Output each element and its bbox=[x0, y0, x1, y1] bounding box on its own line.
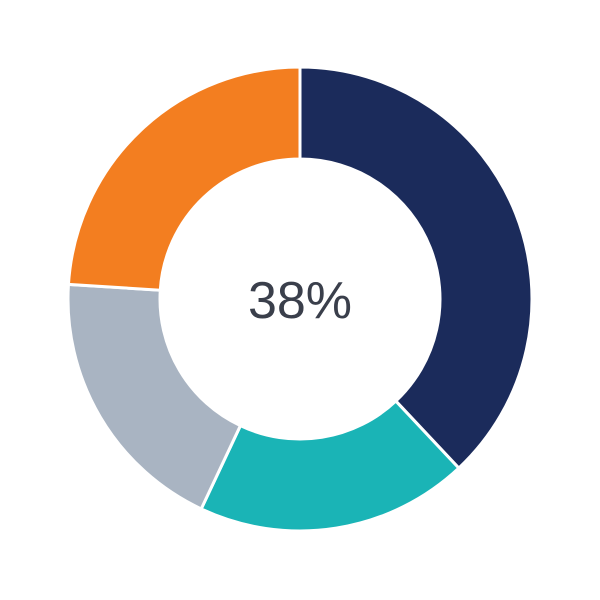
donut-slice-2 bbox=[66, 282, 243, 511]
donut-slice-0 bbox=[298, 65, 534, 471]
donut-slice-3 bbox=[66, 65, 302, 292]
donut-slice-1 bbox=[199, 398, 461, 533]
slices-group bbox=[66, 65, 534, 533]
center-label: 38% bbox=[248, 272, 352, 330]
